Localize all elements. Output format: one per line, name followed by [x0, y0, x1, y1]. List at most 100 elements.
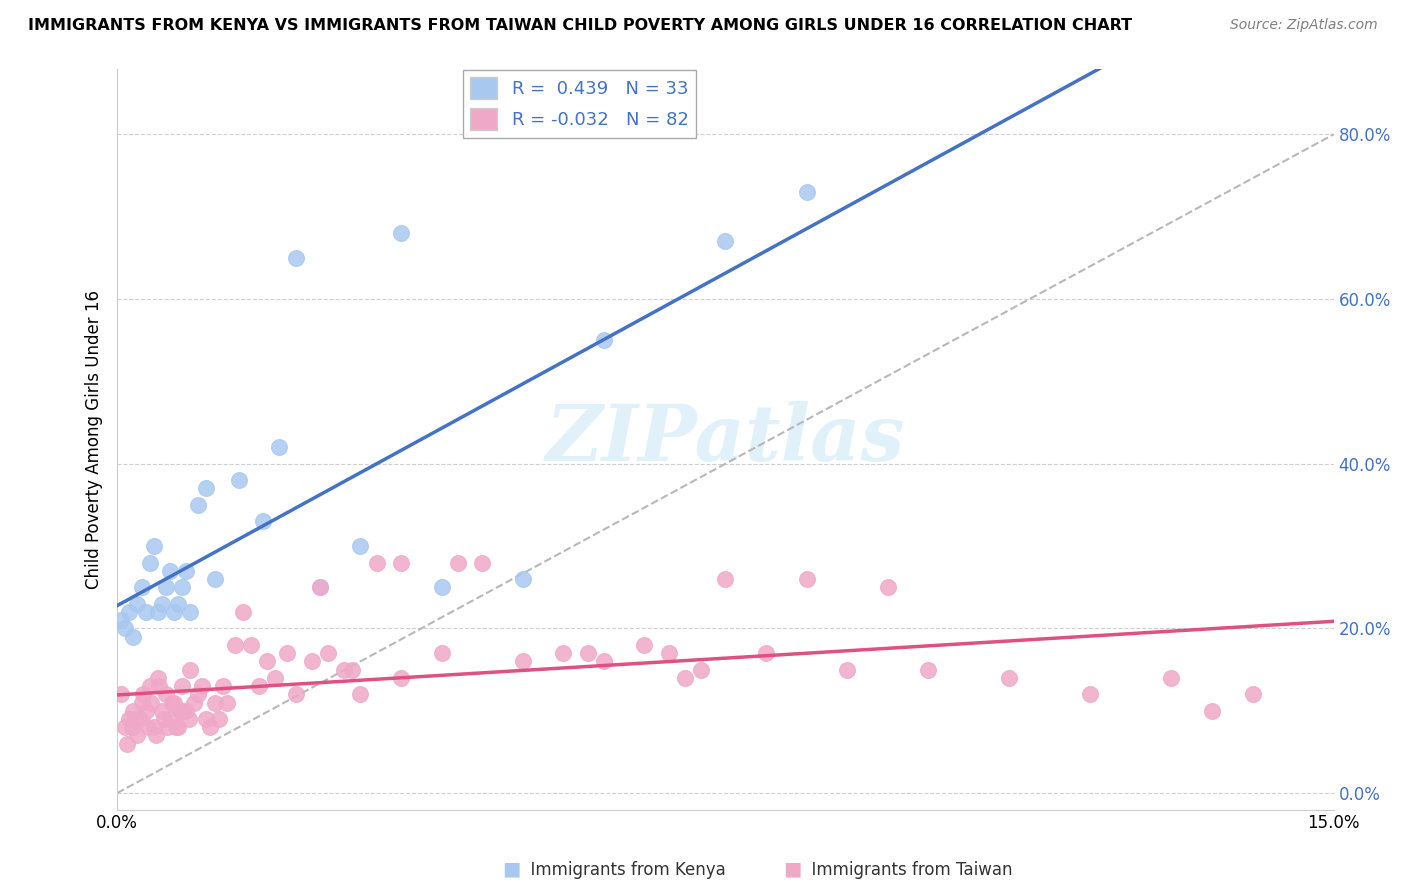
Point	[200, 720, 222, 734]
Point	[163, 696, 186, 710]
Point	[131, 580, 153, 594]
Point	[690, 663, 713, 677]
Point	[389, 671, 412, 685]
Point	[163, 605, 186, 619]
Point	[247, 679, 270, 693]
Point	[576, 646, 599, 660]
Point	[633, 638, 655, 652]
Point	[240, 638, 263, 652]
Point	[155, 580, 177, 594]
Text: Immigrants from Kenya: Immigrants from Kenya	[520, 861, 725, 879]
Point	[138, 556, 160, 570]
Point	[224, 638, 246, 652]
Point	[1078, 687, 1101, 701]
Point	[167, 597, 190, 611]
Point	[714, 235, 737, 249]
Point	[122, 704, 145, 718]
Point	[170, 679, 193, 693]
Text: ■: ■	[783, 860, 801, 879]
Point	[153, 712, 176, 726]
Point	[264, 671, 287, 685]
Point	[998, 671, 1021, 685]
Text: Immigrants from Taiwan: Immigrants from Taiwan	[801, 861, 1012, 879]
Point	[204, 696, 226, 710]
Point	[183, 696, 205, 710]
Point	[333, 663, 356, 677]
Point	[592, 333, 614, 347]
Point	[124, 712, 146, 726]
Point	[714, 572, 737, 586]
Point	[796, 572, 818, 586]
Point	[150, 704, 173, 718]
Point	[187, 498, 209, 512]
Point	[167, 720, 190, 734]
Point	[204, 572, 226, 586]
Point	[195, 482, 218, 496]
Point	[135, 704, 157, 718]
Point	[256, 654, 278, 668]
Point	[128, 712, 150, 726]
Point	[162, 696, 184, 710]
Point	[174, 704, 197, 718]
Point	[156, 720, 179, 734]
Point	[187, 687, 209, 701]
Point	[179, 663, 201, 677]
Point	[169, 704, 191, 718]
Point	[512, 654, 534, 668]
Point	[170, 580, 193, 594]
Point	[127, 597, 149, 611]
Point	[115, 737, 138, 751]
Point	[430, 580, 453, 594]
Point	[1160, 671, 1182, 685]
Point	[835, 663, 858, 677]
Point	[174, 564, 197, 578]
Point	[159, 712, 181, 726]
Point	[284, 251, 307, 265]
Text: ■: ■	[502, 860, 520, 879]
Point	[796, 185, 818, 199]
Point	[366, 556, 388, 570]
Text: IMMIGRANTS FROM KENYA VS IMMIGRANTS FROM TAIWAN CHILD POVERTY AMONG GIRLS UNDER : IMMIGRANTS FROM KENYA VS IMMIGRANTS FROM…	[28, 18, 1132, 33]
Point	[1241, 687, 1264, 701]
Point	[142, 539, 165, 553]
Point	[755, 646, 778, 660]
Point	[155, 687, 177, 701]
Point	[309, 580, 332, 594]
Point	[471, 556, 494, 570]
Point	[110, 687, 132, 701]
Point	[917, 663, 939, 677]
Point	[1201, 704, 1223, 718]
Point	[114, 720, 136, 734]
Point	[301, 654, 323, 668]
Point	[173, 704, 195, 718]
Point	[228, 473, 250, 487]
Point	[316, 646, 339, 660]
Point	[146, 605, 169, 619]
Point	[349, 539, 371, 553]
Point	[110, 613, 132, 627]
Text: ZIPatlas: ZIPatlas	[546, 401, 905, 477]
Point	[276, 646, 298, 660]
Point	[512, 572, 534, 586]
Point	[114, 621, 136, 635]
Point	[207, 712, 229, 726]
Point	[389, 556, 412, 570]
Legend: R =  0.439   N = 33, R = -0.032   N = 82: R = 0.439 N = 33, R = -0.032 N = 82	[463, 70, 696, 137]
Point	[118, 712, 141, 726]
Point	[165, 720, 187, 734]
Point	[389, 226, 412, 240]
Point	[195, 712, 218, 726]
Point	[309, 580, 332, 594]
Point	[191, 679, 214, 693]
Point	[145, 728, 167, 742]
Point	[430, 646, 453, 660]
Point	[141, 696, 163, 710]
Point	[142, 720, 165, 734]
Point	[269, 440, 291, 454]
Point	[284, 687, 307, 701]
Point	[131, 696, 153, 710]
Point	[127, 728, 149, 742]
Point	[673, 671, 696, 685]
Point	[447, 556, 470, 570]
Point	[349, 687, 371, 701]
